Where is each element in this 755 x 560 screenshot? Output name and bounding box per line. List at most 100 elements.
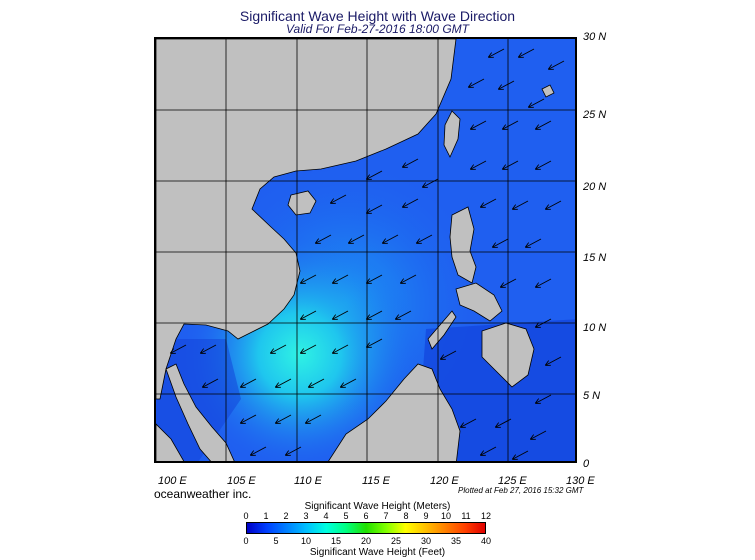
wave-arrow [349,234,365,243]
wave-arrow [471,120,487,129]
legend-feet-tick: 25 [390,536,402,546]
wave-arrow [396,310,412,319]
hainan-island [287,190,317,216]
wave-arrow [403,158,419,167]
legend-feet-tick: 40 [480,536,492,546]
lat-label-5: 5 N [583,390,601,402]
palawan-island [427,310,457,350]
wave-arrow [503,120,519,129]
wave-arrow [469,78,485,87]
legend-title-meters: Significant Wave Height (Meters) [304,501,451,512]
legend-meter-tick: 5 [343,511,349,521]
wave-arrow [513,200,529,209]
wave-arrow [271,344,287,353]
ryukyu-islets [541,84,555,98]
wave-arrow [367,310,383,319]
wave-arrow [489,48,505,57]
map-canvas [156,39,575,461]
legend-meter-tick: 6 [363,511,369,521]
lon-label-110: 110 E [294,475,322,487]
legend-title-feet: Significant Wave Height (Feet) [309,547,446,558]
legend-meter-tick: 3 [303,511,309,521]
wave-arrow [526,238,542,247]
borneo-island [328,363,461,461]
lat-label-10: 10 N [583,322,607,334]
wave-arrow [401,274,417,283]
wave-arrow [481,198,497,207]
wave-arrow [499,80,515,89]
lon-label-100: 100 E [158,475,187,487]
lat-label-30: 30 N [583,31,607,43]
wave-direction-arrows [171,48,565,459]
wave-arrow [536,278,552,287]
wave-arrow [367,338,383,347]
wave-arrow [529,98,545,107]
wave-arrow [367,274,383,283]
wave-arrow [536,120,552,129]
wave-arrow [201,344,217,353]
legend-meter-tick: 4 [323,511,329,521]
lon-label-120: 120 E [430,475,459,487]
chart-title: Significant Wave Height with Wave Direct… [239,8,516,24]
wave-arrow [333,344,349,353]
wave-arrow [536,394,552,403]
wave-height-map [154,37,577,463]
plotted-timestamp: Plotted at Feb 27, 2016 15:32 GMT [458,486,584,495]
taiwan-island [443,110,461,158]
legend-feet-tick: 0 [243,536,249,546]
legend-feet-tick: 20 [360,536,372,546]
wave-arrow [471,160,487,169]
legend-meter-tick: 11 [461,511,471,521]
wave-arrow [549,60,565,69]
legend-colorbar [246,522,486,534]
legend-meter-tick: 7 [383,511,389,521]
visayas-islands [455,282,503,322]
wave-arrow [503,160,519,169]
wave-arrow [367,204,383,213]
wave-arrow [171,344,187,353]
wave-arrow [341,378,357,387]
wave-arrow [251,446,267,455]
wave-arrow [241,378,257,387]
wave-arrow [383,234,399,243]
wave-arrow [519,48,535,57]
wave-arrow [241,414,257,423]
wave-arrow [423,178,439,187]
wave-arrow [546,200,562,209]
legend-meter-tick: 12 [480,511,492,521]
wave-arrow [481,446,497,455]
wave-arrow [501,278,517,287]
wave-arrow [309,378,325,387]
wave-arrow [496,418,512,427]
wave-arrow [403,198,419,207]
wave-arrow [536,318,552,327]
graticule [156,39,575,461]
legend-feet-tick: 15 [330,536,342,546]
legend-feet-tick: 10 [300,536,312,546]
wave-arrow [331,194,347,203]
wave-arrow [301,344,317,353]
lat-label-0: 0 [583,458,590,470]
wave-arrow [203,378,219,387]
wave-arrow [367,170,383,179]
wave-arrow [276,414,292,423]
legend-meter-tick: 0 [243,511,249,521]
legend-feet-tick: 5 [273,536,279,546]
mainland-asia [156,39,457,400]
lat-label-25: 25 N [583,109,607,121]
wave-arrow [316,234,332,243]
lon-label-105: 105 E [227,475,256,487]
lat-label-15: 15 N [583,252,607,264]
wave-arrow [333,310,349,319]
luzon-island [449,206,477,284]
wave-arrow [333,274,349,283]
legend-feet-tick: 30 [420,536,432,546]
legend-meter-tick: 10 [440,511,452,521]
valid-time-subtitle: Valid For Feb-27-2016 18:00 GMT [286,22,469,36]
malay-peninsula [165,363,235,461]
lon-label-125: 125 E [498,475,527,487]
wave-arrow [536,160,552,169]
wave-arrow [531,430,547,439]
wave-arrow [493,238,509,247]
wave-arrow [417,234,433,243]
